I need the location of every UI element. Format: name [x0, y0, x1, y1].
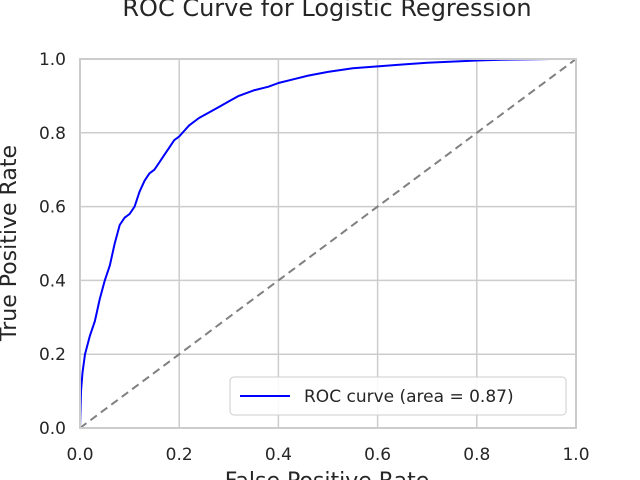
legend-box — [229, 376, 567, 416]
y-tick-label: 0.2 — [39, 345, 66, 365]
y-tick-label: 0.6 — [39, 198, 66, 218]
x-tick-label: 0.2 — [166, 445, 193, 465]
plot-frame — [79, 58, 577, 429]
chart-title: ROC Curve for Logistic Regression — [122, 0, 531, 22]
y-tick-label: 0.0 — [39, 419, 66, 439]
legend-label-roc: ROC curve (area = 0.87) — [304, 387, 514, 407]
x-tick-label: 0.8 — [463, 445, 490, 465]
x-tick-label: 0.4 — [265, 445, 292, 465]
y-tick-label: 0.8 — [39, 124, 66, 144]
tick-labels: 0.0 0.2 0.4 0.6 0.8 1.0 0.0 0.2 0.4 0.6 0.8 1.0 — [39, 50, 590, 465]
legend: ROC curve (area = 0.87) — [229, 376, 567, 416]
roc-curve-line — [79, 58, 576, 429]
x-tick-label: 0.6 — [364, 445, 391, 465]
y-tick-label: 1.0 — [39, 50, 66, 70]
x-axis-label: False Positive Rate — [225, 469, 429, 480]
x-tick-label: 1.0 — [562, 445, 589, 465]
y-tick-label: 0.4 — [39, 271, 66, 291]
x-tick-label: 0.0 — [66, 445, 93, 465]
plot-series — [79, 58, 577, 429]
y-axis-label: True Positive Rate — [0, 145, 22, 342]
reference-diagonal-line — [79, 58, 577, 429]
